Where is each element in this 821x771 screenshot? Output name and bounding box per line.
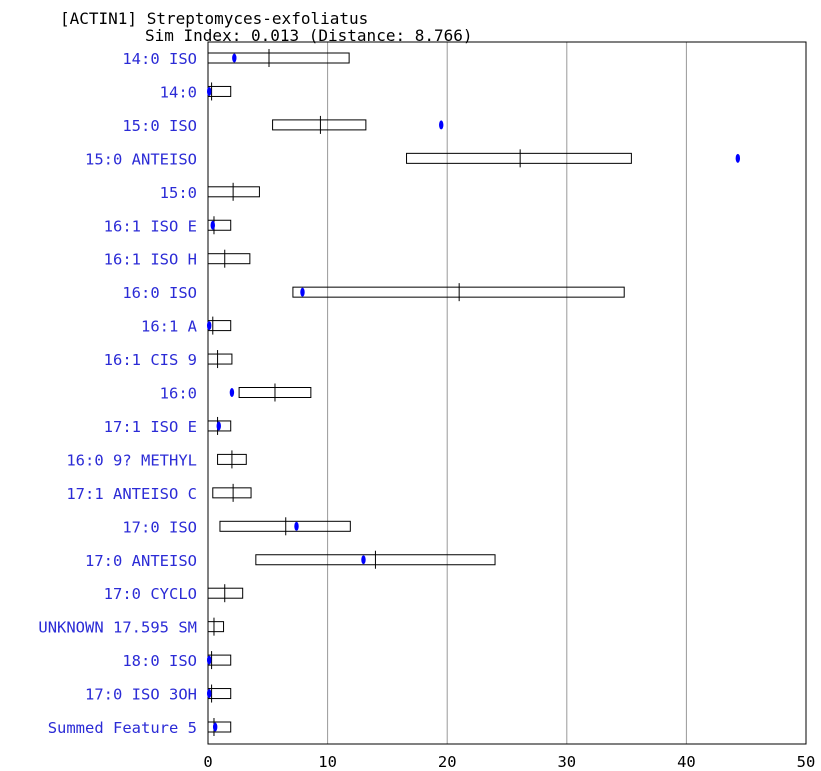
row: 16:0 9? METHYL: [66, 450, 247, 469]
sample-value-point: [439, 120, 444, 130]
row: 14:0 ISO: [122, 49, 350, 68]
sample-value-point: [735, 153, 741, 163]
range-box: [207, 420, 232, 432]
x-axis: 0 10 20 30 40 50: [203, 753, 815, 771]
row: 17:1 ANTEISO C: [66, 483, 252, 503]
row: 15:0 ISO: [122, 115, 444, 135]
category-label: 17:1 ISO E: [104, 418, 197, 436]
x-tick-label: 0: [203, 753, 212, 771]
sample-value-point: [216, 421, 221, 431]
category-label: 16:0: [160, 385, 197, 403]
row: 16:0 ISO: [122, 283, 625, 302]
category-label: 16:1 A: [141, 318, 198, 336]
category-label: 14:0 ISO: [122, 50, 197, 68]
category-label: 16:0 9? METHYL: [66, 451, 197, 469]
x-tick-label: 50: [797, 753, 816, 771]
sample-value-point: [206, 689, 212, 699]
chart-subtitle: Sim Index: 0.013 (Distance: 8.766): [145, 26, 473, 45]
category-label: 17:0 ISO: [122, 518, 197, 536]
row: 17:1 ISO E: [104, 416, 232, 436]
row: Summed Feature 5: [48, 718, 232, 737]
range-box: [219, 520, 351, 532]
category-label: 17:0 ANTEISO: [85, 552, 197, 570]
category-label: 17:0 ISO 3OH: [85, 686, 197, 704]
x-tick-label: 20: [438, 753, 457, 771]
x-tick-label: 40: [677, 753, 696, 771]
range-box: [207, 721, 232, 733]
range-box: [212, 487, 252, 499]
range-box: [207, 52, 350, 64]
chart-title: [ACTIN1] Streptomyces-exfoliatus: [60, 9, 368, 28]
row: 18:0 ISO: [122, 651, 232, 670]
sample-value-point: [212, 722, 218, 732]
category-label: 17:1 ANTEISO C: [66, 485, 197, 503]
range-box: [292, 286, 625, 298]
category-label: 14:0: [160, 83, 197, 101]
range-box: [406, 152, 632, 164]
range-box: [272, 119, 367, 131]
category-label: 18:0 ISO: [122, 652, 197, 670]
category-label: 17:0 CYCLO: [104, 585, 197, 603]
sample-value-point: [361, 555, 366, 565]
row: 16:1 ISO E: [104, 216, 232, 235]
range-box: [207, 587, 244, 599]
row: 17:0 CYCLO: [104, 584, 244, 603]
sample-value-point: [206, 655, 212, 665]
range-box: [207, 320, 232, 332]
sample-value-point: [206, 86, 212, 96]
category-label: 15:0: [160, 184, 197, 202]
category-label: 16:1 CIS 9: [104, 351, 197, 369]
range-box: [207, 621, 225, 633]
rows: 14:0 ISO 14:0 15:0 ISO 15:0 ANTEISO 15:0 16:1…: [38, 49, 741, 737]
x-tick-label: 10: [318, 753, 337, 771]
category-label: 15:0 ISO: [122, 117, 197, 135]
range-box: [207, 253, 251, 265]
sample-value-point: [232, 53, 237, 63]
range-box: [207, 219, 232, 231]
row: 16:1 ISO H: [104, 249, 251, 269]
sample-value-point: [300, 287, 305, 297]
category-label: 16:1 ISO H: [104, 251, 197, 269]
row: UNKNOWN 17.595 SM: [38, 617, 225, 637]
row: 17:0 ISO 3OH: [85, 684, 232, 704]
row: 16:1 A: [141, 316, 232, 336]
x-tick-label: 30: [557, 753, 576, 771]
category-label: UNKNOWN 17.595 SM: [38, 619, 197, 637]
range-box: [207, 353, 233, 365]
row: 16:1 CIS 9: [104, 350, 233, 369]
category-label: 15:0 ANTEISO: [85, 150, 197, 168]
category-label: Summed Feature 5: [48, 719, 197, 737]
grid-lines: [327, 42, 687, 744]
row: 17:0 ANTEISO: [85, 550, 496, 570]
row: 17:0 ISO: [122, 517, 351, 536]
row: 16:0: [160, 383, 312, 403]
category-label: 16:0 ISO: [122, 284, 197, 302]
sample-value-point: [210, 220, 215, 230]
sample-value-point: [206, 321, 212, 331]
category-label: 16:1 ISO E: [104, 217, 197, 235]
sample-value-point: [294, 521, 299, 531]
sample-value-point: [229, 388, 235, 397]
row: 14:0: [160, 82, 232, 101]
row: 15:0: [160, 182, 260, 202]
row: 15:0 ANTEISO: [85, 149, 741, 168]
plot-frame: [207, 41, 807, 745]
range-box: [207, 186, 260, 198]
